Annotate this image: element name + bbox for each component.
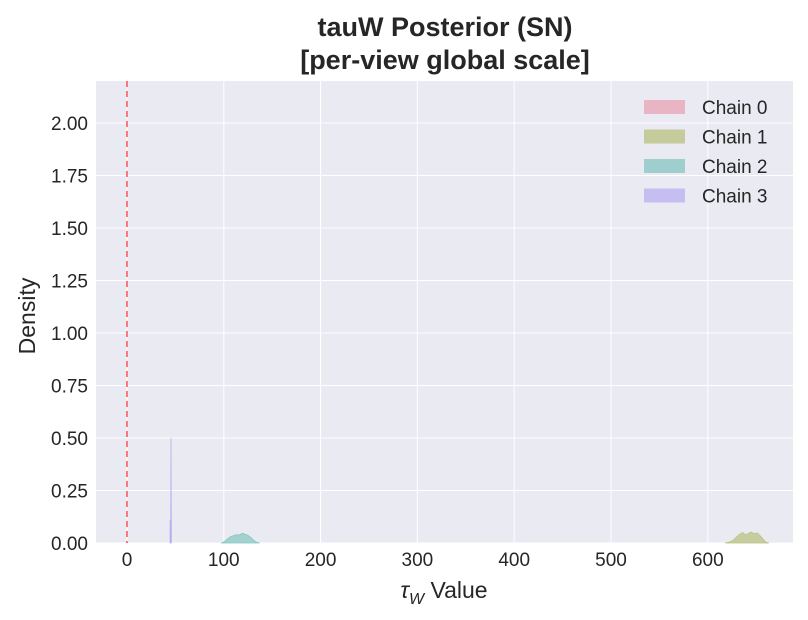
x-axis-label-subscript: W (409, 591, 426, 608)
y-tick-label-4: 1.00 (51, 324, 88, 345)
chart-title-line-2: [per-view global scale] (300, 45, 590, 75)
legend-swatch-chain-1 (644, 129, 685, 144)
y-tick-label-0: 0.00 (51, 534, 88, 555)
legend-label-chain-2: Chain 2 (702, 157, 768, 178)
y-tick-label-6: 1.50 (51, 219, 88, 240)
series-area-chain-2 (220, 532, 260, 544)
legend-label-chain-3: Chain 3 (702, 187, 768, 208)
series-area-chain-3 (169, 437, 172, 544)
y-tick-label-5: 1.25 (51, 272, 88, 293)
x-axis-label-text: Value (424, 577, 488, 603)
chart-title-line-1: tauW Posterior (SN) (317, 12, 572, 42)
series-area-chain-1 (725, 531, 769, 544)
y-axis-label: Density (14, 277, 40, 354)
y-tick-label-3: 0.75 (51, 377, 88, 398)
y-tick-label-8: 2.00 (51, 114, 88, 135)
x-tick-labels: 0 100 200 300 400 500 600 (122, 550, 724, 571)
x-tick-label-5: 500 (595, 550, 627, 571)
legend-swatch-chain-2 (644, 159, 685, 173)
grid-lines (96, 81, 793, 544)
legend: Chain 0 Chain 1 Chain 2 Chain 3 (644, 98, 768, 208)
legend-label-chain-0: Chain 0 (702, 98, 768, 119)
y-tick-label-1: 0.25 (51, 482, 88, 503)
series-layer (169, 437, 769, 544)
x-axis-label-symbol: τ (400, 577, 410, 603)
x-tick-label-2: 200 (305, 550, 337, 571)
plot-area (96, 81, 793, 543)
y-tick-labels: 0.00 0.25 0.50 0.75 1.00 1.25 1.50 1.75 2.00 (51, 114, 88, 555)
x-tick-label-0: 0 (122, 550, 133, 571)
x-axis-label: τW Value (400, 577, 487, 608)
x-tick-label-1: 100 (208, 550, 240, 571)
legend-swatch-chain-0 (644, 100, 685, 114)
x-tick-label-3: 300 (402, 550, 434, 571)
legend-label-chain-1: Chain 1 (702, 128, 768, 149)
x-tick-label-4: 400 (498, 550, 530, 571)
legend-swatch-chain-3 (644, 188, 685, 203)
y-tick-label-2: 0.50 (51, 429, 88, 450)
x-tick-label-6: 600 (692, 550, 724, 571)
y-tick-label-7: 1.75 (51, 167, 88, 188)
